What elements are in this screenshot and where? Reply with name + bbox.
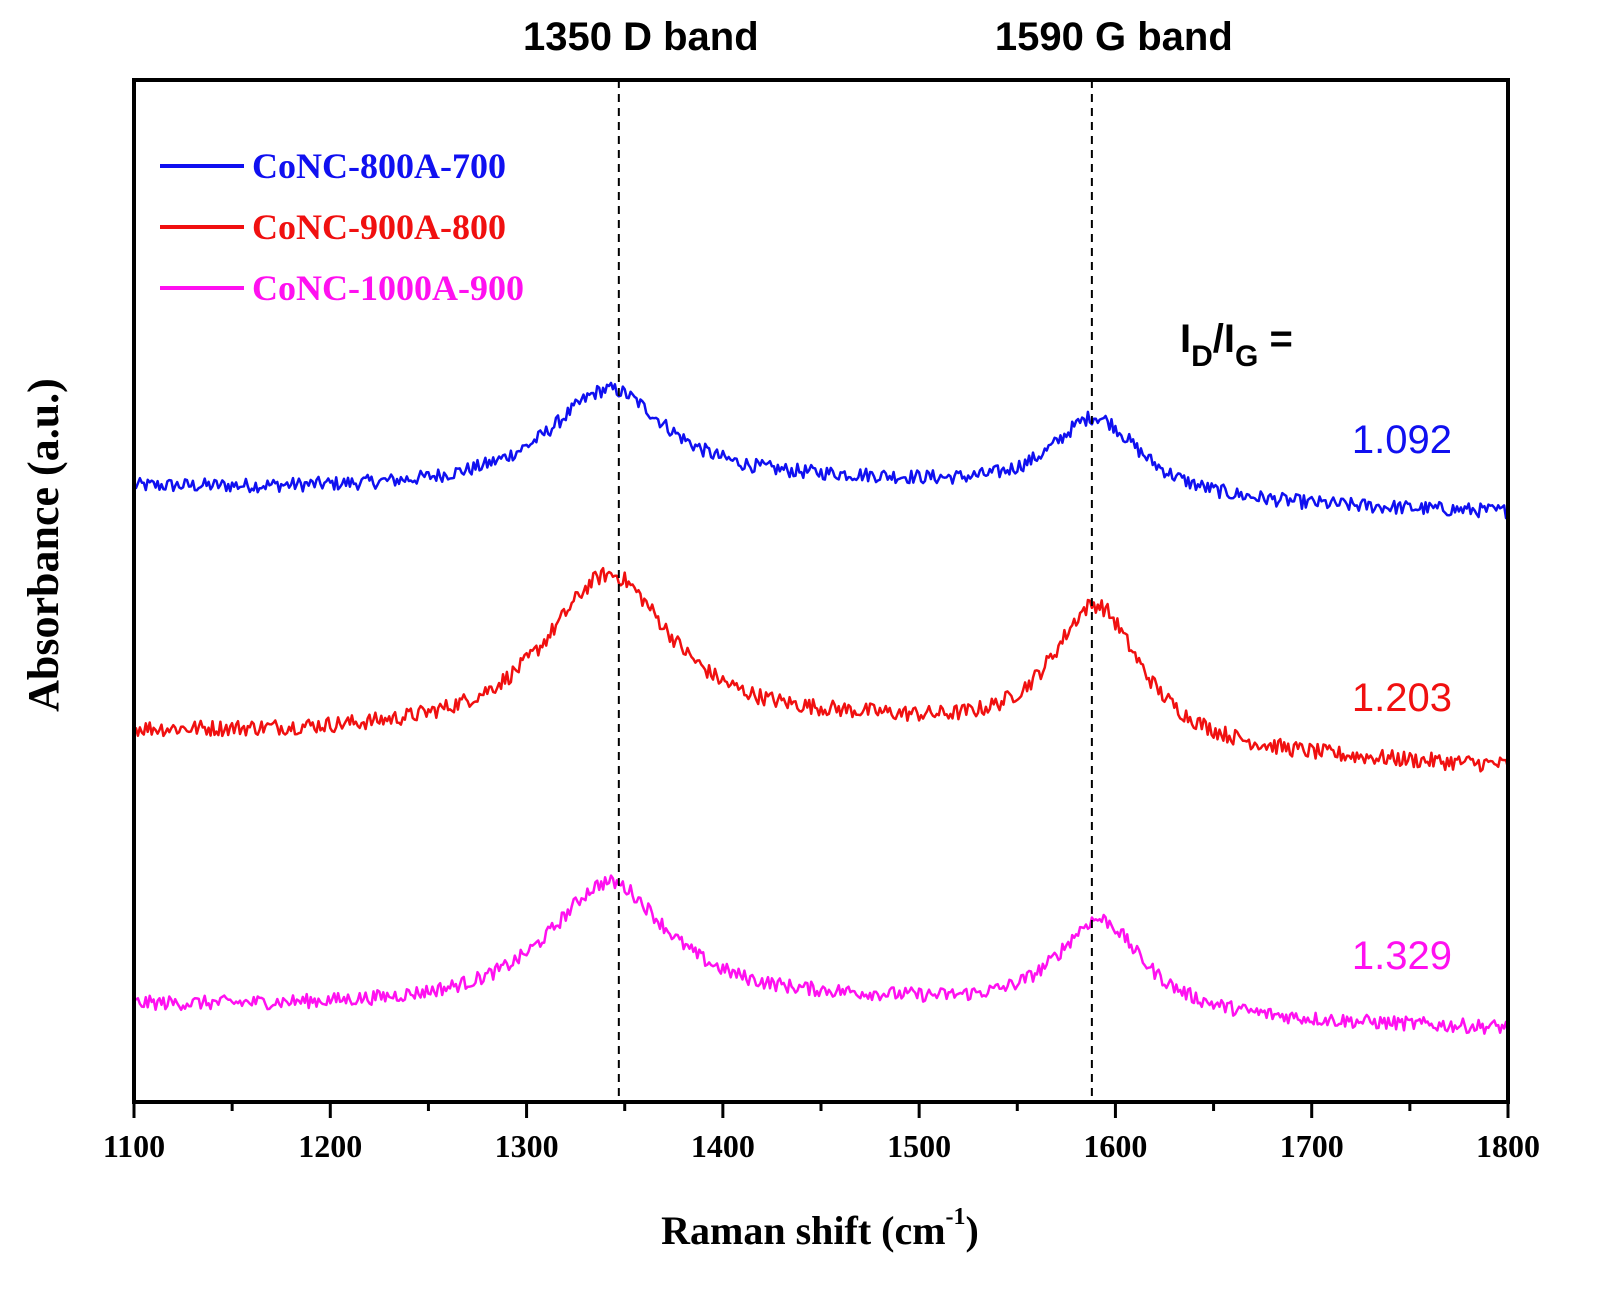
- x-tick-label: 1100: [103, 1128, 165, 1164]
- series-line-2: [133, 566, 1510, 773]
- series-line-1: [132, 381, 1509, 520]
- x-tick-label: 1400: [691, 1128, 755, 1164]
- legend-label-3: CoNC-1000A-900: [252, 268, 524, 308]
- legend: CoNC-800A-700 CoNC-900A-800 CoNC-1000A-900: [160, 146, 524, 308]
- series-layer: [132, 381, 1510, 1035]
- x-axis-label: Raman shift (cm-1): [661, 1204, 979, 1253]
- reference-label-2: 1590 G band: [995, 15, 1233, 59]
- reference-lines: 1350 D band 1590 G band: [523, 15, 1233, 1102]
- x-tick-label: 1600: [1083, 1128, 1147, 1164]
- x-tick-label: 1500: [887, 1128, 951, 1164]
- ratio-labels: ID/IG = 1.092 1.203 1.329: [1180, 317, 1452, 978]
- legend-label-2: CoNC-900A-800: [252, 207, 506, 247]
- series-line-3: [133, 874, 1510, 1035]
- x-tick-label: 1700: [1280, 1128, 1344, 1164]
- x-axis-ticks: 1100 1200 1300 1400 1500 1600 1700 1800: [103, 1102, 1540, 1164]
- ratio-header: ID/IG =: [1180, 317, 1293, 373]
- y-axis-label: Absorbance (a.u.): [19, 378, 68, 712]
- x-tick-label: 1200: [298, 1128, 362, 1164]
- ratio-value-2: 1.203: [1352, 676, 1452, 720]
- ratio-value-3: 1.329: [1352, 934, 1452, 978]
- x-tick-label: 1800: [1476, 1128, 1540, 1164]
- reference-label-1: 1350 D band: [523, 15, 759, 59]
- legend-label-1: CoNC-800A-700: [252, 146, 506, 186]
- ratio-value-1: 1.092: [1352, 418, 1452, 462]
- x-tick-label: 1300: [495, 1128, 559, 1164]
